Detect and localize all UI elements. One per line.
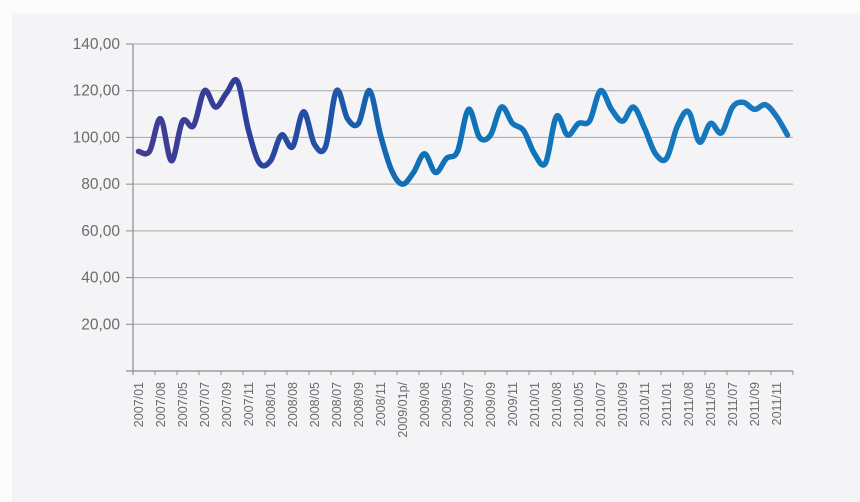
x-tick-label: 2007/08 [154, 382, 168, 427]
x-tick-label: 2008/09 [352, 382, 366, 427]
data-series-group [135, 77, 791, 187]
y-tick-label: 120,00 [73, 83, 121, 100]
x-tick-label: 2011/05 [704, 382, 718, 426]
y-tick-label: 20,00 [81, 316, 120, 333]
x-tick-label: 2009/07 [462, 382, 476, 427]
x-tick-label: 2011/11 [770, 382, 784, 425]
y-tick-label: 80,00 [81, 176, 120, 193]
x-tick-label: 2009/01p/ [396, 381, 410, 437]
y-tick-label: 40,00 [81, 270, 120, 287]
axes-group [126, 44, 793, 375]
y-tick-label: 100,00 [73, 129, 121, 146]
x-tick-label: 2009/08 [418, 382, 432, 427]
x-tick-label: 2010/07 [594, 382, 608, 427]
x-tick-label: 2008/07 [330, 382, 344, 427]
y-tick-label: 60,00 [81, 223, 120, 240]
x-tick-label: 2009/09 [484, 382, 498, 427]
x-tick-label: 2007/07 [198, 382, 212, 427]
x-tick-label: 2010/05 [572, 382, 586, 427]
y-tick-label: 140,00 [73, 36, 121, 53]
index-line-series [135, 77, 791, 187]
y-axis-labels-group: 140,00 120,00 100,00 80,00 60,00 40,00 20,00 [73, 36, 121, 333]
x-tick-label: 2007/05 [176, 382, 190, 427]
x-tick-label: 2010/11 [638, 382, 652, 426]
x-tick-label: 2011/09 [748, 382, 762, 426]
x-tick-label: 2007/09 [220, 382, 234, 427]
x-tick-label: 2008/01 [264, 382, 278, 427]
y-tick-marks-group [126, 43, 133, 325]
x-tick-marks-group [132, 371, 794, 375]
x-tick-label: 2008/05 [308, 382, 322, 427]
x-tick-label: 2011/01 [660, 382, 674, 426]
x-tick-label: 2010/09 [616, 382, 630, 427]
x-tick-label: 2007/01 [132, 382, 146, 427]
x-tick-label: 2009/11 [506, 382, 520, 426]
x-tick-label: 2007/11 [242, 382, 256, 426]
x-tick-label: 2009/05 [440, 382, 454, 427]
x-tick-label: 2008/08 [286, 382, 300, 427]
x-tick-label: 2010/01 [528, 382, 542, 427]
x-tick-label: 2011/08 [682, 382, 696, 426]
x-tick-label: 2008/11 [374, 382, 388, 426]
chart-panel-background [12, 13, 860, 502]
x-axis-labels-group: 2007/01 2007/08 2007/05 2007/07 2007/09 2007/… [132, 381, 784, 437]
x-tick-label: 2010/08 [550, 382, 564, 427]
x-tick-label: 2011/07 [726, 382, 740, 426]
